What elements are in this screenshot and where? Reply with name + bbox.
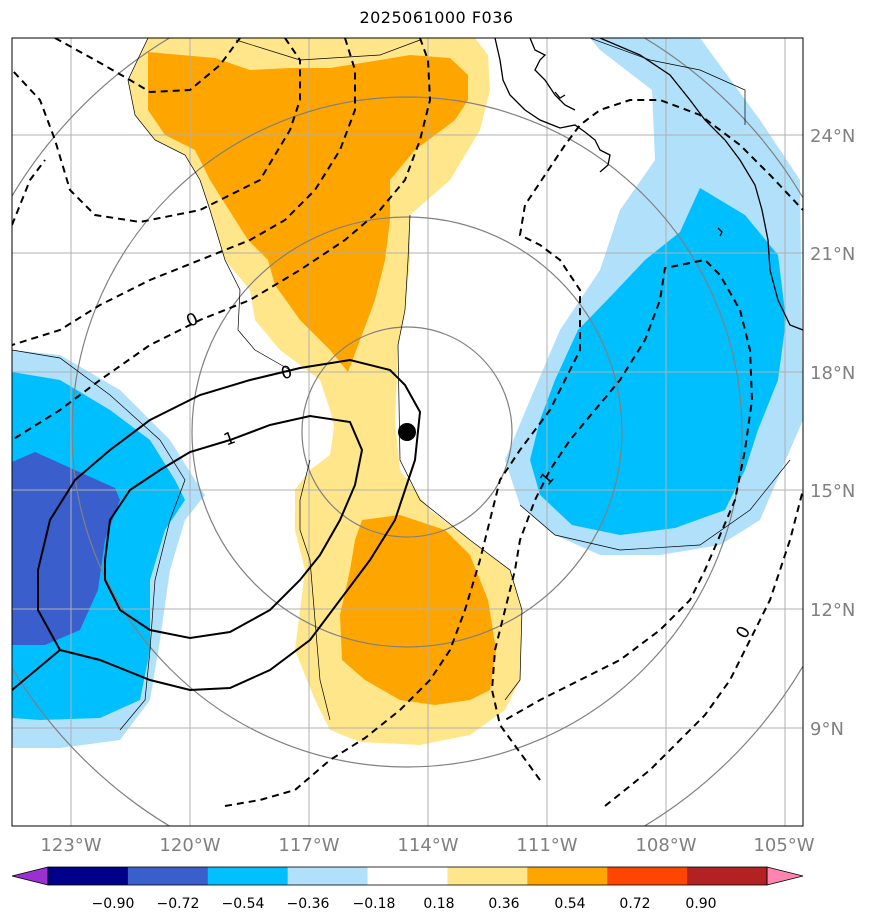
lat-label-12n: 12°N <box>810 600 855 621</box>
colorbar-tick: −0.72 <box>157 896 200 912</box>
colorbar-frame <box>47 866 768 886</box>
colorbar-tick: 0.72 <box>619 896 650 912</box>
colorbar-segments <box>11 866 804 886</box>
colorbar-tick: −0.54 <box>222 896 265 912</box>
colorbar-segment <box>287 867 369 885</box>
colorbar-tick: 0.90 <box>685 896 716 912</box>
contour-label-southeast-zero: 0 <box>732 623 755 642</box>
negative-anomaly-mid-east <box>530 188 786 535</box>
thin-contours <box>12 38 791 731</box>
lon-label-117w: 117°W <box>278 835 339 856</box>
colorbar-segment <box>207 867 289 885</box>
contour-label-center-zero: 0 <box>279 362 295 384</box>
lat-label-21n: 21°N <box>810 244 855 265</box>
map-frame <box>11 37 804 827</box>
colorbar-tick: 0.54 <box>554 896 585 912</box>
colorbar-extend-low <box>11 866 49 886</box>
map-area: 0 0 1 1 0 <box>12 38 803 826</box>
storm-center-marker <box>398 423 416 441</box>
solid-contours <box>12 358 422 692</box>
colorbar: −0.90 −0.72 −0.54 −0.36 −0.18 0.18 0.36 … <box>11 866 804 912</box>
colorbar-tick: 0.36 <box>488 896 519 912</box>
map-title: 2025061000 F036 <box>359 8 514 27</box>
lat-label-18n: 18°N <box>810 363 855 384</box>
lon-label-114w: 114°W <box>397 835 458 856</box>
lat-label-24n: 24°N <box>810 126 855 147</box>
lon-label-123w: 123°W <box>40 835 101 856</box>
colorbar-segment <box>447 867 528 885</box>
positive-anomaly-orange-north <box>148 52 468 372</box>
colorbar-tick: 0.18 <box>423 896 454 912</box>
shaded-anomalies <box>12 38 803 748</box>
lon-label-105w: 105°W <box>753 835 814 856</box>
lon-label-108w: 108°W <box>635 835 696 856</box>
lat-label-9n: 9°N <box>810 719 844 740</box>
latitude-labels: 24°N 21°N 18°N 15°N 12°N 9°N <box>810 126 855 740</box>
dashed-contours <box>12 38 803 807</box>
colorbar-tick: −0.18 <box>353 896 396 912</box>
colorbar-tick: −0.90 <box>92 896 135 912</box>
colorbar-segment <box>687 867 768 885</box>
lon-label-111w: 111°W <box>516 835 577 856</box>
lat-lon-grid <box>12 38 803 826</box>
lat-label-15n: 15°N <box>810 481 855 502</box>
range-rings <box>12 38 803 826</box>
colorbar-tick: −0.36 <box>287 896 330 912</box>
contour-label-center-one: 1 <box>221 428 238 450</box>
positive-anomaly-orange-south <box>340 515 496 705</box>
lon-label-120w: 120°W <box>159 835 220 856</box>
colorbar-segment <box>527 867 608 885</box>
colorbar-segment <box>607 867 688 885</box>
colorbar-ticks: −0.90 −0.72 −0.54 −0.36 −0.18 0.18 0.36 … <box>92 896 717 912</box>
longitude-labels: 123°W 120°W 117°W 114°W 111°W 108°W 105°… <box>40 835 814 856</box>
coastline <box>494 38 803 331</box>
colorbar-segment <box>367 867 448 885</box>
colorbar-segment <box>127 867 209 885</box>
colorbar-segment <box>48 867 129 885</box>
colorbar-extend-high <box>766 866 804 886</box>
